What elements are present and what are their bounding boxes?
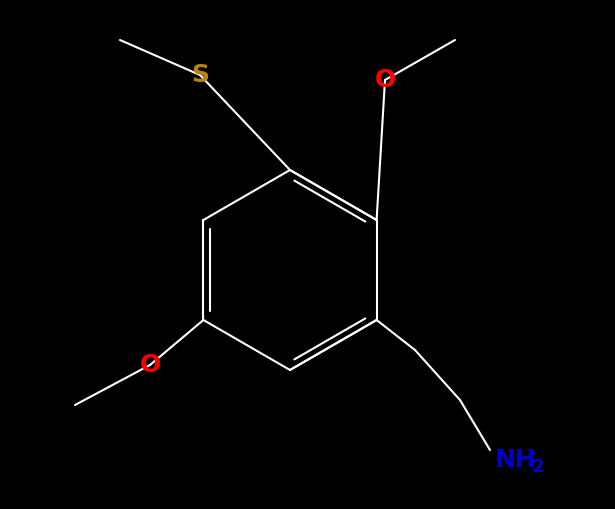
- Text: O: O: [140, 353, 161, 377]
- Text: O: O: [375, 68, 395, 92]
- Text: NH: NH: [495, 448, 537, 472]
- Text: 2: 2: [532, 458, 544, 476]
- Text: S: S: [191, 63, 209, 87]
